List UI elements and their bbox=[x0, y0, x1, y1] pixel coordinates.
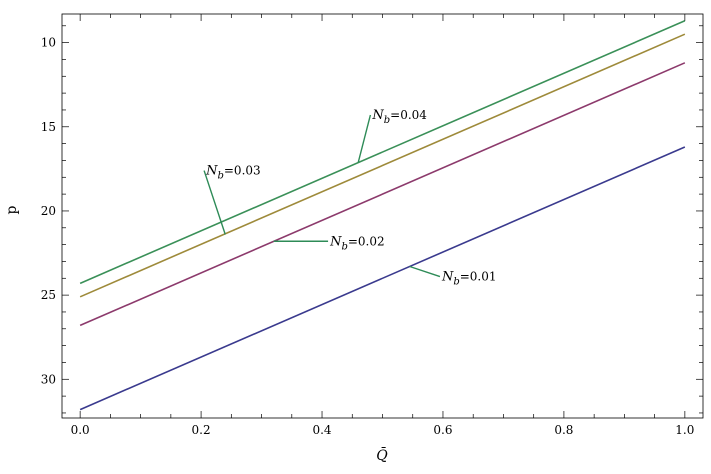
annotation-leader-line bbox=[203, 170, 226, 235]
y-tick-label: 30 bbox=[41, 372, 56, 386]
series-label-value: =0.03 bbox=[224, 164, 261, 178]
x-axis-title: Q̄ bbox=[376, 446, 388, 464]
series-label: Nb=0.03 bbox=[205, 164, 261, 182]
x-tick-label: 0.0 bbox=[71, 423, 90, 437]
series-label-value: =0.04 bbox=[390, 108, 427, 122]
x-tick-label: 0.6 bbox=[433, 423, 452, 437]
series-label-value: =0.02 bbox=[348, 234, 385, 248]
series-label-symbol: N bbox=[205, 164, 218, 179]
series-label-symbol: N bbox=[441, 270, 454, 285]
y-axis-title: p bbox=[4, 205, 20, 214]
annotation-leader-line bbox=[357, 114, 372, 163]
series-line bbox=[79, 146, 686, 411]
x-tick-label: 0.4 bbox=[312, 423, 331, 437]
series-line bbox=[79, 19, 686, 285]
y-tick-label: 20 bbox=[41, 204, 56, 218]
plot-frame bbox=[61, 13, 704, 419]
series-label: Nb=0.04 bbox=[371, 108, 427, 126]
series-label-symbol: N bbox=[329, 234, 342, 249]
series-line bbox=[79, 33, 686, 298]
series-label-subscript: b bbox=[384, 115, 390, 126]
x-tick-label: 0.8 bbox=[554, 423, 573, 437]
series-lines bbox=[79, 19, 686, 411]
axis-ticks: 0.0 0.2 0.4 0.6 0.8 1.0 10 15 20 25 30 bbox=[41, 14, 703, 437]
series-label-subscript: b bbox=[217, 171, 223, 182]
series-line bbox=[79, 62, 686, 327]
y-tick-label: 25 bbox=[41, 288, 56, 302]
series-label-value: =0.01 bbox=[460, 270, 497, 284]
y-tick-label: 10 bbox=[41, 36, 56, 50]
y-tick-label: 15 bbox=[41, 120, 56, 134]
series-label: Nb=0.02 bbox=[329, 234, 385, 252]
x-tick-label: 0.2 bbox=[192, 423, 211, 437]
series-label-subscript: b bbox=[453, 277, 459, 288]
series-label-symbol: N bbox=[371, 108, 384, 123]
series-label-subscript: b bbox=[341, 241, 347, 252]
series-label: Nb=0.01 bbox=[441, 270, 497, 288]
x-tick-label: 1.0 bbox=[675, 423, 694, 437]
annotation-leader-line bbox=[409, 265, 441, 278]
